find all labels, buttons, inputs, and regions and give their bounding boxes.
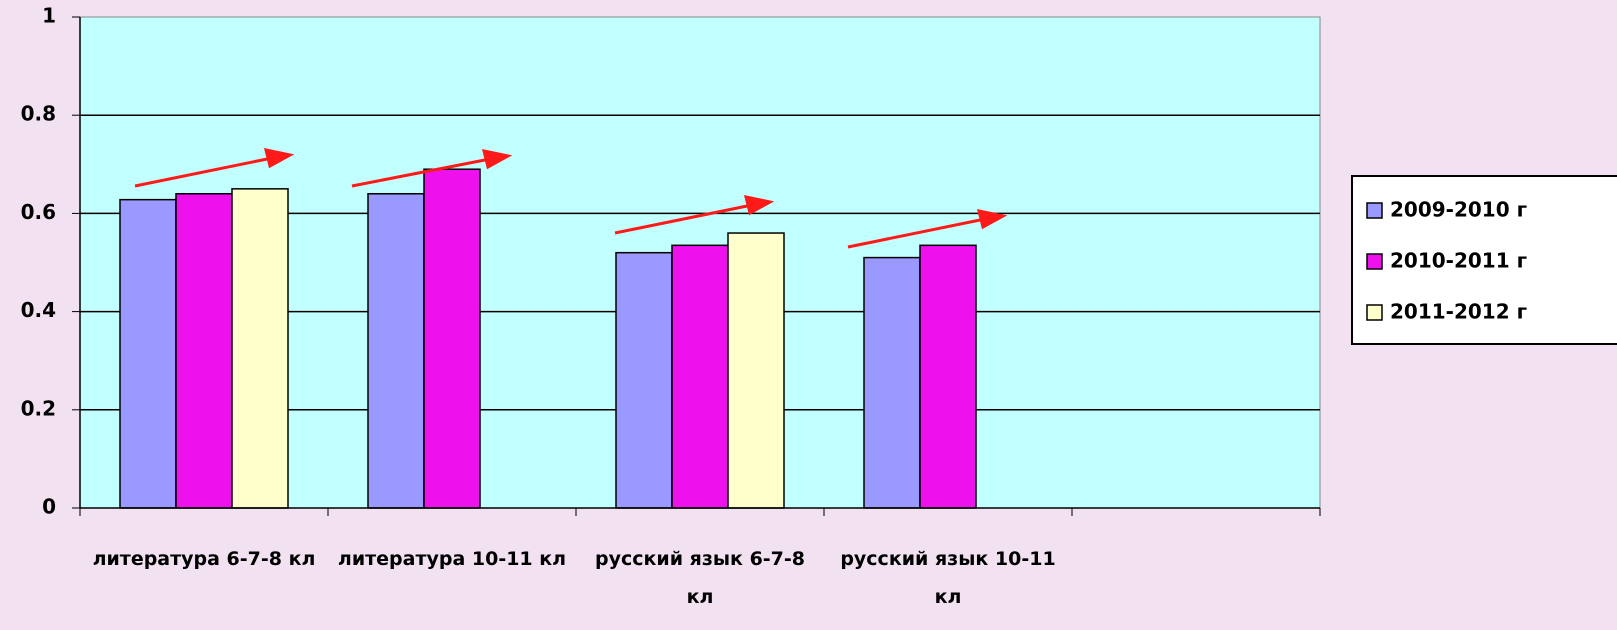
legend-swatch bbox=[1366, 253, 1383, 270]
arrow-head bbox=[743, 195, 775, 216]
bar bbox=[119, 198, 177, 509]
arrow bbox=[134, 156, 273, 188]
bar bbox=[423, 168, 481, 509]
legend-swatch bbox=[1366, 202, 1383, 219]
y-tick-label: 0.4 bbox=[21, 298, 56, 322]
legend-label: 2009-2010 г bbox=[1390, 198, 1527, 222]
arrow bbox=[351, 157, 491, 188]
x-tick-label: русский язык 6-7-8 кл bbox=[594, 548, 805, 608]
y-tick-label: 0.8 bbox=[21, 102, 56, 126]
bar bbox=[919, 244, 977, 509]
bar bbox=[175, 193, 233, 509]
x-tick-label: литература 6-7-8 кл bbox=[92, 548, 316, 570]
arrow-head bbox=[976, 209, 1008, 230]
x-tick-label: русский язык 10-11 кл bbox=[840, 548, 1056, 608]
y-tick-label: 1 bbox=[42, 4, 56, 28]
arrow bbox=[614, 203, 753, 235]
x-tick-label: литература 10-11 кл bbox=[337, 548, 567, 570]
legend bbox=[1351, 175, 1617, 345]
arrow-head bbox=[263, 148, 295, 169]
bar bbox=[615, 251, 673, 509]
legend-label: 2010-2011 г bbox=[1390, 249, 1527, 273]
legend-label: 2011-2012 г bbox=[1390, 300, 1527, 324]
bar bbox=[367, 193, 425, 509]
y-tick-label: 0.6 bbox=[21, 200, 56, 224]
arrow-head bbox=[481, 149, 513, 170]
y-tick-label: 0.2 bbox=[21, 396, 56, 420]
bar bbox=[727, 232, 785, 509]
arrow bbox=[847, 217, 986, 249]
bar bbox=[863, 256, 921, 509]
legend-swatch bbox=[1366, 304, 1383, 321]
trend-arrows bbox=[134, 148, 1008, 249]
bar bbox=[671, 244, 729, 509]
bar bbox=[231, 188, 289, 509]
y-tick-label: 0 bbox=[42, 495, 56, 519]
